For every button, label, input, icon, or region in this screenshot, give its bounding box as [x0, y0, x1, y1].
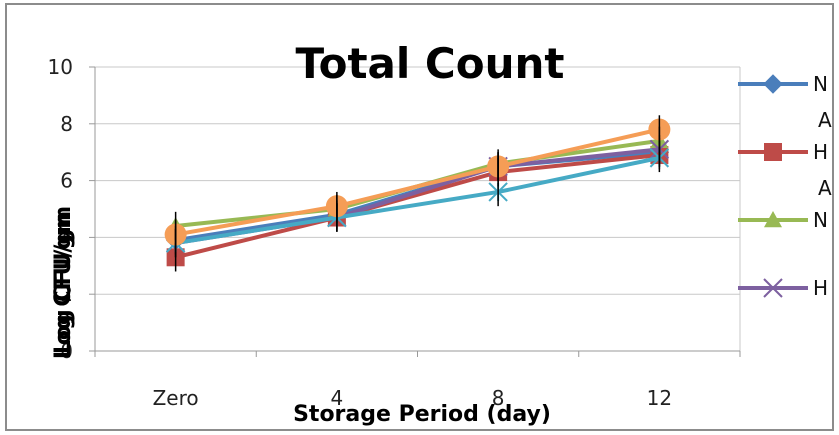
series-3 [166, 131, 669, 234]
legend-text-fragment: A [818, 176, 832, 200]
x-tick-label: 8 [492, 386, 505, 410]
y-tick-label: 4 [60, 225, 73, 249]
legend-text-fragment: N [813, 72, 828, 96]
legend-text-fragment: N [813, 208, 828, 232]
x-tick-label: Zero [153, 386, 199, 410]
series-2-line [175, 153, 660, 260]
x-tick-label: 4 [331, 386, 344, 410]
legend-text-fragment: H [813, 140, 828, 164]
y-tick-label: 10 [48, 55, 73, 79]
y-tick-label: 8 [60, 112, 73, 136]
y-axis-label: Log CFU/gm [51, 211, 76, 359]
legend-text-fragment: H [813, 276, 828, 300]
x-tick-label: 12 [647, 386, 672, 410]
series-layer [164, 115, 671, 272]
y-tick-label: 6 [60, 169, 73, 193]
series-6-line [175, 127, 660, 237]
tick-labels: 0 2 4 6 8 10 Zero 4 8 12 [48, 55, 673, 410]
y-tick-label: 0 [60, 339, 73, 363]
legend-marker-4-stroke-b [763, 278, 783, 298]
series-3-line [175, 138, 660, 229]
legend-marker-4 [763, 278, 783, 298]
chart-title: Total Count [296, 39, 565, 88]
grid [89, 66, 741, 357]
y-axis-label-overlap: Log CFU/gm [51, 206, 76, 354]
legend-marker-3 [764, 211, 782, 228]
x-axis-label: Storage Period (day) [293, 402, 551, 427]
legend-marker-2 [764, 143, 782, 161]
y-tick-label: 2 [60, 282, 73, 306]
legend-text-fragment: A [818, 108, 832, 132]
series-5 [165, 148, 670, 253]
series-6 [164, 118, 671, 246]
series-5-line [175, 155, 660, 246]
legend-marker-1 [763, 74, 783, 94]
chart-frame [5, 3, 834, 431]
